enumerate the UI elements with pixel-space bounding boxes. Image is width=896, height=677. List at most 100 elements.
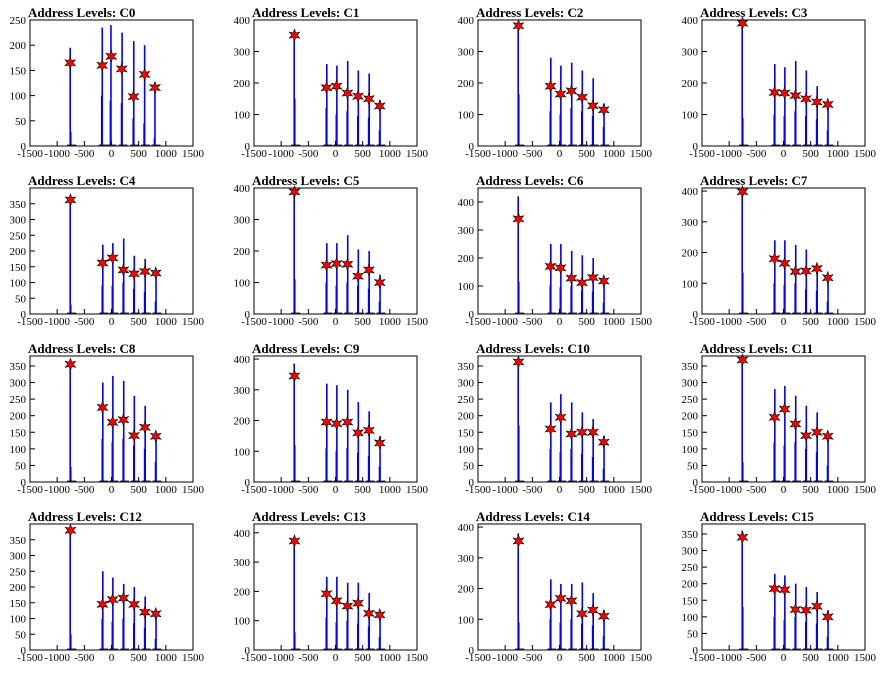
y-tick-label: 100 <box>234 446 251 458</box>
peak-marker <box>320 80 333 95</box>
peak-marker <box>810 599 823 614</box>
x-tick-label: -500 <box>746 148 767 160</box>
peak-marker <box>778 256 791 271</box>
plot-frame <box>253 355 418 483</box>
peak-marker <box>96 597 109 612</box>
peak-marker <box>64 523 77 538</box>
x-tick-label: -500 <box>298 652 319 664</box>
y-tick-label: 300 <box>682 47 699 59</box>
peak-marker <box>330 416 343 431</box>
chart-panel-12: Address Levels: C12 0 50 100 150 200 250 300 350… <box>10 509 205 664</box>
x-tick-label: 1500 <box>182 652 205 664</box>
plot-frame <box>29 187 194 315</box>
x-tick-label: 1500 <box>630 484 653 496</box>
x-tick-label: 1000 <box>827 652 850 664</box>
x-tick-label: -500 <box>74 484 95 496</box>
peak-marker <box>341 415 354 429</box>
peak-marker <box>789 264 802 279</box>
x-tick-label: 1500 <box>182 484 205 496</box>
peak-marker <box>544 422 557 436</box>
peak-marker <box>373 436 386 450</box>
y-tick-label: 0 <box>469 477 475 489</box>
peak-marker <box>96 256 109 270</box>
x-tick-label: -1000 <box>492 484 518 496</box>
y-tick-label: 0 <box>245 477 251 489</box>
x-tick-label: 1500 <box>182 148 205 160</box>
y-tick-label: 400 <box>682 186 699 198</box>
peak-marker <box>288 369 301 383</box>
peak-marker <box>597 102 610 117</box>
peak-marker <box>64 357 77 372</box>
x-tick-label: 1500 <box>406 148 429 160</box>
peak-marker <box>810 94 823 109</box>
peak-marker <box>138 420 151 435</box>
plot-frame <box>253 523 418 651</box>
peak-marker <box>821 429 834 444</box>
y-tick-label: 350 <box>10 361 27 373</box>
peak-marker <box>768 581 781 596</box>
peak-marker <box>778 86 791 100</box>
y-tick-label: 50 <box>15 293 27 305</box>
y-tick-label: 150 <box>10 65 27 77</box>
x-tick-label: -1000 <box>268 484 294 496</box>
y-tick-label: 350 <box>682 529 699 541</box>
x-tick-label: 1000 <box>603 652 626 664</box>
chart-panel-11: Address Levels: C11 0 50 100 150 200 250 300 350… <box>682 341 877 496</box>
y-tick-label: 200 <box>682 411 699 423</box>
x-tick-label: -500 <box>298 484 319 496</box>
peak-marker <box>64 55 77 70</box>
peak-marker <box>597 609 610 624</box>
x-tick-label: -1000 <box>716 316 742 328</box>
peak-marker <box>362 606 375 621</box>
y-tick-label: 50 <box>463 460 475 472</box>
y-tick-label: 300 <box>458 47 475 59</box>
x-tick-label: -1000 <box>716 148 742 160</box>
peak-marker <box>789 88 802 103</box>
x-tick-label: 1000 <box>379 316 402 328</box>
y-tick-label: 350 <box>458 361 475 373</box>
y-tick-label: 300 <box>682 378 699 390</box>
x-tick-label: -1500 <box>465 316 491 328</box>
x-tick-label: 500 <box>354 148 371 160</box>
peak-marker <box>330 593 343 608</box>
x-tick-label: 0 <box>333 316 339 328</box>
x-tick-label: 0 <box>333 484 339 496</box>
peak-marker <box>106 415 119 430</box>
chart-panel-14: Address Levels: C14 0 100 200 300 400 -1500 -10… <box>458 509 653 664</box>
x-tick-label: 0 <box>333 652 339 664</box>
x-tick-label: -1500 <box>689 652 715 664</box>
x-tick-label: -1500 <box>241 148 267 160</box>
y-tick-label: 300 <box>682 217 699 229</box>
peak-marker <box>288 184 301 199</box>
peak-marker <box>320 258 333 273</box>
y-tick-label: 250 <box>458 394 475 406</box>
y-tick-label: 400 <box>234 528 251 540</box>
y-tick-label: 200 <box>458 78 475 90</box>
y-tick-label: 100 <box>234 278 251 290</box>
peak-marker <box>106 251 119 265</box>
x-tick-label: 500 <box>130 652 147 664</box>
y-tick-label: 350 <box>10 199 27 211</box>
y-tick-label: 300 <box>10 215 27 227</box>
x-tick-label: 500 <box>802 484 819 496</box>
panel-title: Address Levels: C14 <box>476 509 590 524</box>
peak-marker <box>148 80 161 95</box>
x-tick-label: -500 <box>522 652 543 664</box>
x-tick-label: 1500 <box>854 148 877 160</box>
x-tick-label: -1000 <box>268 652 294 664</box>
panel-title: Address Levels: C1 <box>252 5 359 20</box>
chart-panel-15: Address Levels: C15 0 50 100 150 200 250 300 350… <box>682 509 877 664</box>
peak-marker <box>736 530 749 545</box>
y-tick-label: 200 <box>458 411 475 423</box>
x-tick-label: -500 <box>522 316 543 328</box>
peak-marker <box>512 355 525 369</box>
peak-marker <box>105 49 118 64</box>
peak-marker <box>64 193 77 207</box>
y-tick-label: 250 <box>10 230 27 242</box>
peak-marker <box>586 425 599 440</box>
peak-marker <box>352 89 365 104</box>
x-tick-label: 1500 <box>406 484 429 496</box>
y-tick-label: 350 <box>10 535 27 547</box>
plot-frame <box>29 523 194 651</box>
peak-marker <box>768 85 781 100</box>
